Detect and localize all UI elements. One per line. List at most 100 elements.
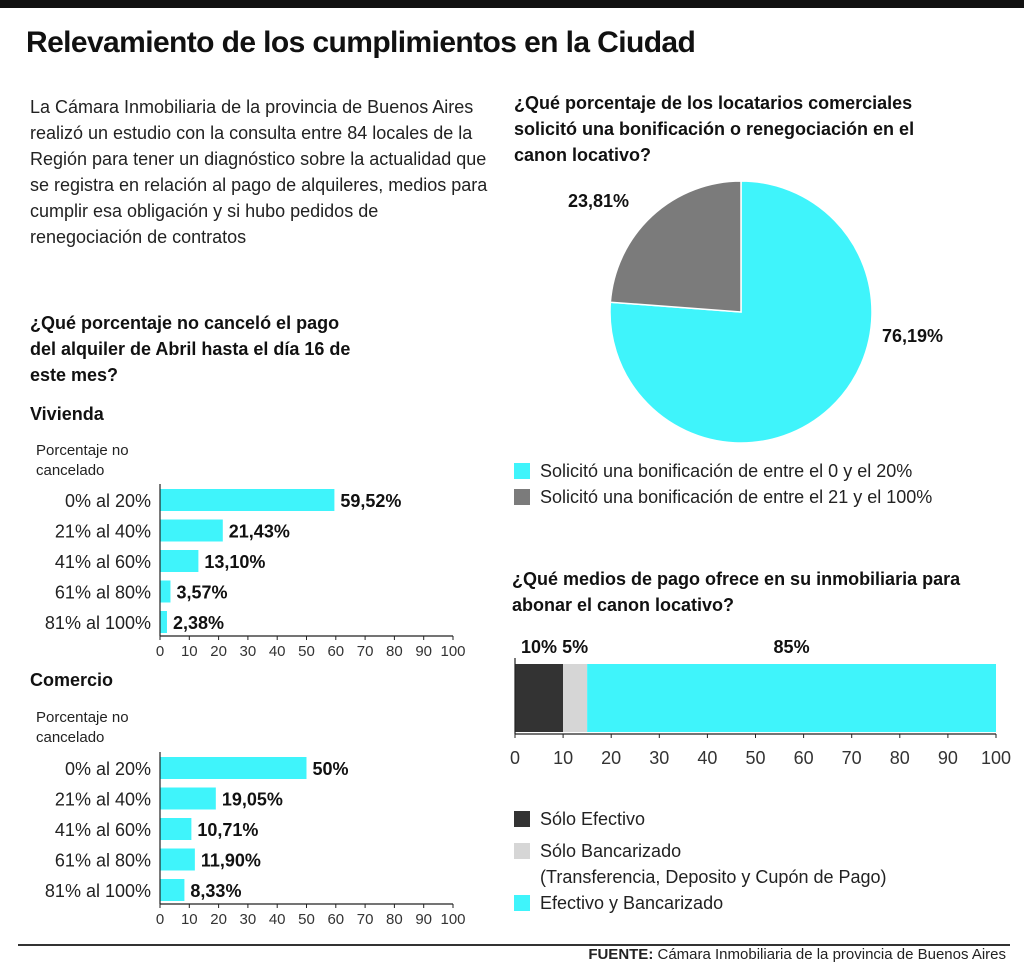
bar-chart-comercio: 0% al 20% 50% 21% al 40% 19,05% 41% al 60% 10… <box>45 752 466 928</box>
vivienda-value-label: 3,57% <box>176 583 227 603</box>
axis-label-comercio: Porcentaje no cancelado <box>36 709 129 746</box>
vivienda-tick-label: 40 <box>269 643 286 660</box>
legend-swatch-cyan <box>514 895 530 911</box>
comercio-category-label: 41% al 60% <box>55 820 151 840</box>
stacked-segment <box>563 664 588 732</box>
legend-swatch-gray <box>514 489 530 505</box>
legend-item-efectivo: Sólo Efectivo <box>514 806 887 832</box>
stacked-segment <box>587 664 996 732</box>
vivienda-tick-label: 0 <box>156 643 164 660</box>
vivienda-tick-label: 10 <box>181 643 198 660</box>
legend-pie: Solicitó una bonificación de entre el 0 … <box>514 458 932 510</box>
vivienda-value-label: 2,38% <box>173 613 224 633</box>
comercio-tick-label: 10 <box>181 911 198 928</box>
vivienda-tick-label: 20 <box>210 643 227 660</box>
comercio-value-label: 50% <box>313 759 349 779</box>
stacked-tick-label: 40 <box>697 748 717 768</box>
comercio-category-label: 61% al 80% <box>55 851 151 871</box>
comercio-bar <box>160 848 195 871</box>
legend-item-pie-2: Solicitó una bonificación de entre el 21… <box>514 484 932 510</box>
comercio-bar <box>160 787 216 810</box>
vivienda-tick-label: 100 <box>440 643 465 660</box>
legend-label: Sólo Efectivo <box>540 809 646 829</box>
comercio-value-label: 19,05% <box>222 790 283 810</box>
pie-slice <box>609 180 873 444</box>
legend-item-mixto: Efectivo y Bancarizado <box>514 890 887 916</box>
source-label: FUENTE: <box>588 946 654 963</box>
pie-slice <box>609 180 742 313</box>
stacked-tick-label: 10 <box>553 748 573 768</box>
vivienda-bar <box>160 489 335 511</box>
vivienda-value-label: 59,52% <box>340 491 401 511</box>
vivienda-tick-label: 50 <box>298 643 315 660</box>
comercio-value-label: 11,90% <box>201 851 261 871</box>
top-bar <box>0 0 1024 8</box>
axis-label-vivienda: Porcentaje no cancelado <box>36 442 129 479</box>
pie-chart-bonus: 76,19% 23,81% <box>568 180 943 444</box>
comercio-category-label: 81% al 100% <box>45 881 151 901</box>
section-vivienda: Vivienda <box>30 404 104 424</box>
footer-divider <box>18 944 1010 946</box>
legend-note: (Transferencia, Deposito y Cupón de Pago… <box>540 867 887 887</box>
comercio-value-label: 10,71% <box>197 820 258 840</box>
comercio-bar <box>160 757 307 779</box>
legend-item-pie-1: Solicitó una bonificación de entre el 0 … <box>514 458 932 484</box>
legend-swatch-cyan <box>514 463 530 479</box>
legend-label: Solicitó una bonificación de entre el 0 … <box>540 461 913 481</box>
comercio-tick-label: 20 <box>210 911 227 928</box>
comercio-tick-label: 80 <box>386 911 403 928</box>
question-payment: ¿Qué medios de pago ofrece en su inmobil… <box>512 569 961 615</box>
comercio-tick-label: 60 <box>327 911 344 928</box>
vivienda-bar <box>160 550 199 572</box>
comercio-tick-label: 30 <box>240 911 257 928</box>
legend-label: Sólo Bancarizado <box>540 841 682 861</box>
vivienda-category-label: 61% al 80% <box>55 583 151 603</box>
section-comercio: Comercio <box>30 670 114 690</box>
stacked-tick-label: 100 <box>981 748 1011 768</box>
stacked-tick-label: 0 <box>510 748 520 768</box>
stacked-tick-label: 60 <box>794 748 814 768</box>
source-footer: FUENTE: Cámara Inmobiliaria de la provin… <box>588 946 1006 963</box>
stacked-tick-label: 20 <box>601 748 621 768</box>
comercio-tick-label: 90 <box>415 911 432 928</box>
vivienda-value-label: 21,43% <box>229 522 290 542</box>
vivienda-category-label: 81% al 100% <box>45 613 151 633</box>
legend-payment: Sólo Efectivo Sólo Bancarizado (Transfer… <box>514 806 887 916</box>
legend-label: Solicitó una bonificación de entre el 21… <box>540 487 933 507</box>
bar-chart-vivienda: 0% al 20% 59,52% 21% al 40% 21,43% 41% al 60… <box>45 484 466 660</box>
stacked-value-label: 85% <box>774 637 810 657</box>
vivienda-tick-label: 80 <box>386 643 403 660</box>
stacked-segment <box>515 664 564 732</box>
pie-value-label: 76,19% <box>882 326 943 346</box>
vivienda-tick-label: 30 <box>240 643 257 660</box>
stacked-tick-label: 50 <box>745 748 765 768</box>
page-title: Relevamiento de los cumplimientos en la … <box>26 26 696 59</box>
vivienda-category-label: 0% al 20% <box>65 491 151 511</box>
pie-value-label: 23,81% <box>568 191 629 211</box>
vivienda-bar <box>160 611 167 633</box>
stacked-value-label: 10% <box>521 637 557 657</box>
stacked-tick-label: 30 <box>649 748 669 768</box>
question-bonus: ¿Qué porcentaje de los locatarios comerc… <box>514 93 915 165</box>
legend-item-bancarizado: Sólo Bancarizado <box>514 838 887 864</box>
comercio-tick-label: 70 <box>357 911 374 928</box>
stacked-tick-label: 70 <box>842 748 862 768</box>
comercio-category-label: 0% al 20% <box>65 759 151 779</box>
comercio-bar <box>160 818 192 840</box>
legend-label: Efectivo y Bancarizado <box>540 893 724 913</box>
source-text: Cámara Inmobiliaria de la provincia de B… <box>657 946 1006 963</box>
stacked-value-label: 5% <box>562 637 588 657</box>
vivienda-category-label: 41% al 60% <box>55 552 151 572</box>
comercio-tick-label: 50 <box>298 911 315 928</box>
vivienda-bar <box>160 519 223 542</box>
comercio-tick-label: 40 <box>269 911 286 928</box>
comercio-category-label: 21% al 40% <box>55 790 151 810</box>
vivienda-category-label: 21% al 40% <box>55 522 151 542</box>
comercio-bar <box>160 879 185 901</box>
legend-swatch-light <box>514 843 530 859</box>
stacked-bar-payment: 10% 5% 85% 0 10 20 30 40 50 60 70 80 90 100 <box>510 637 1011 768</box>
intro-text: La Cámara Inmobiliaria de la provincia d… <box>30 97 488 247</box>
comercio-tick-label: 100 <box>440 911 465 928</box>
stacked-tick-label: 80 <box>890 748 910 768</box>
vivienda-tick-label: 60 <box>327 643 344 660</box>
